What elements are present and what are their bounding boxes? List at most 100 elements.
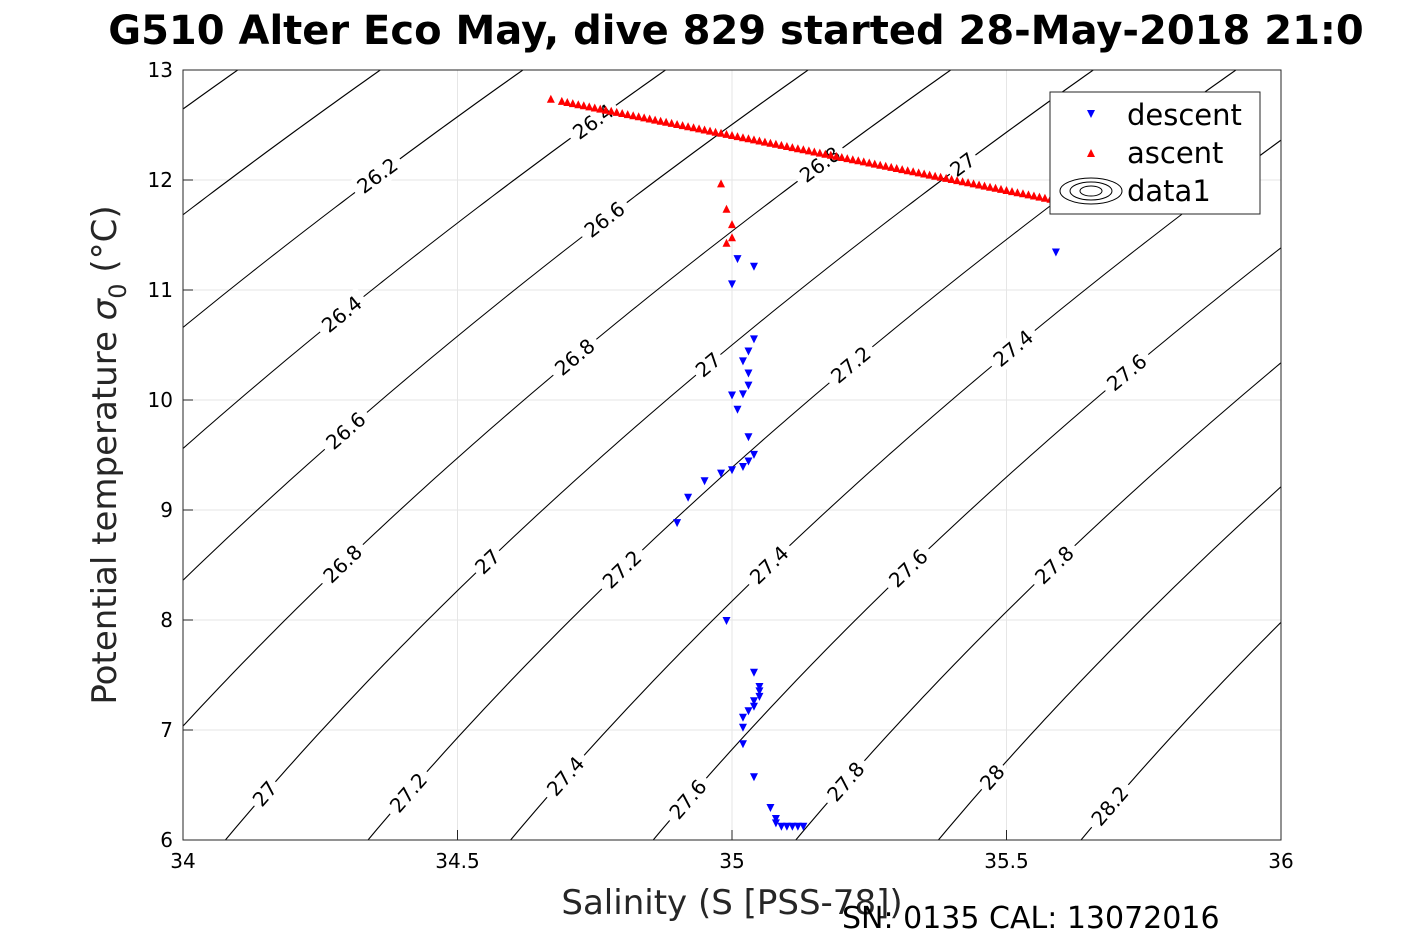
ascent-point — [925, 170, 934, 179]
contour-label-bg — [245, 773, 285, 814]
contour-label-group: 26.8 — [545, 329, 605, 385]
density-contour-26.4 — [183, 70, 666, 450]
contour-label-bg — [593, 541, 651, 598]
legend-descent-marker — [1087, 110, 1095, 118]
ascent-point — [640, 113, 649, 122]
ascent-point — [931, 171, 940, 180]
ascent-point — [695, 124, 704, 133]
legend-ascent-marker — [1087, 149, 1095, 157]
ascent-point — [596, 104, 605, 113]
ascent-point — [920, 169, 929, 178]
ascent-point — [744, 134, 753, 143]
ascent-point — [986, 182, 995, 191]
y-tick-label: 12 — [148, 168, 173, 192]
ascent-point — [810, 147, 819, 156]
contour-label-bg — [1097, 345, 1156, 400]
descent-point — [755, 692, 764, 701]
contour-label: 25.8 — [125, 110, 175, 156]
descent-point — [788, 822, 797, 831]
x-tick-label: 35 — [719, 849, 744, 873]
descent-point — [744, 369, 753, 378]
descent-point — [728, 466, 736, 475]
contour-label-group: 27.4 — [537, 747, 594, 806]
contour-label-group: 26.8 — [99, 760, 154, 818]
descent-point — [744, 707, 753, 716]
contour-label-group: 27.6 — [660, 770, 716, 829]
y-axis-label-sigma: σ — [85, 297, 125, 320]
y-axis-label-text: Potential temperature — [85, 331, 125, 704]
ascent-point — [706, 126, 715, 135]
ascent-point — [947, 175, 956, 183]
contour-label-bg — [563, 95, 623, 148]
contour-label-group: 27.2 — [593, 541, 651, 598]
ascent-point — [738, 133, 747, 142]
contour-label-group: 27.8 — [1025, 536, 1083, 594]
density-contour-27.6 — [652, 247, 1281, 840]
ascent-point — [568, 99, 577, 108]
descent-point — [744, 457, 753, 466]
contour-label-bg — [537, 747, 594, 806]
descent-point — [749, 697, 758, 706]
descent-point — [738, 357, 747, 366]
ascent-point — [629, 111, 638, 120]
ascent-point — [898, 165, 907, 174]
descent-point — [799, 822, 808, 831]
ascent-point — [799, 145, 808, 154]
ascent-point — [1013, 188, 1022, 197]
contour-label-bg — [688, 345, 729, 385]
ascent-point — [1018, 189, 1027, 198]
contour-label: 28 — [975, 760, 1010, 795]
y-axis-label: Potential temperature σ0 (°C) — [85, 205, 132, 704]
descent-point — [755, 683, 764, 691]
contour-label-bg — [574, 193, 635, 247]
ascent-point — [700, 125, 709, 134]
descent-point — [728, 391, 736, 400]
contour-label-bg — [740, 536, 798, 594]
ascent-point — [782, 142, 791, 150]
contour-label-bg — [821, 337, 880, 392]
ascent-point — [804, 146, 813, 155]
descent-point — [733, 405, 742, 414]
descent-point — [749, 262, 758, 271]
ascent-point — [557, 96, 566, 105]
ascent-point — [964, 178, 973, 187]
ascent-point — [881, 161, 890, 170]
ascent-point — [1024, 190, 1033, 199]
x-tick-label: 34 — [170, 849, 195, 873]
contour-label-group: 26.8 — [314, 535, 372, 592]
legend-data1-label: data1 — [1127, 174, 1211, 208]
descent-point — [749, 702, 758, 711]
ascent-point — [684, 122, 693, 131]
ascent-point — [771, 139, 780, 148]
contour-label: 27 — [247, 776, 282, 811]
y-axis-label-unit: (°C) — [85, 205, 125, 272]
contour-label-bg — [1025, 536, 1083, 594]
descent-point — [722, 617, 731, 625]
descent-point — [771, 815, 780, 823]
ascent-point — [733, 132, 742, 141]
contour-label-bg — [467, 541, 508, 582]
density-contour-26.6 — [183, 70, 809, 582]
ascent-point — [826, 150, 835, 159]
contour-label-group: 26.2 — [347, 149, 408, 202]
ascent-point — [837, 153, 846, 161]
ascent-point — [662, 117, 671, 126]
ascent-point — [788, 143, 797, 152]
contour-label-group: 28.2 — [1082, 776, 1138, 835]
contour-label-group: 26.6 — [316, 403, 375, 459]
contour-label-group: 27 — [688, 345, 729, 385]
ascent-point — [634, 112, 643, 121]
ascent-point — [612, 107, 621, 116]
ascent-point — [892, 164, 901, 172]
legend-descent-label: descent — [1127, 98, 1242, 132]
descent-point — [738, 713, 747, 722]
ascent-point — [1007, 187, 1016, 196]
ascent-point — [618, 109, 627, 117]
y-tick-label: 9 — [160, 498, 173, 522]
contour-label-group: 27.6 — [1097, 345, 1156, 400]
y-tick-label: 11 — [148, 278, 173, 302]
ascent-point — [711, 127, 720, 136]
descent-point — [777, 822, 786, 831]
density-contour-28.2 — [1080, 621, 1281, 840]
descent-point — [793, 822, 802, 831]
